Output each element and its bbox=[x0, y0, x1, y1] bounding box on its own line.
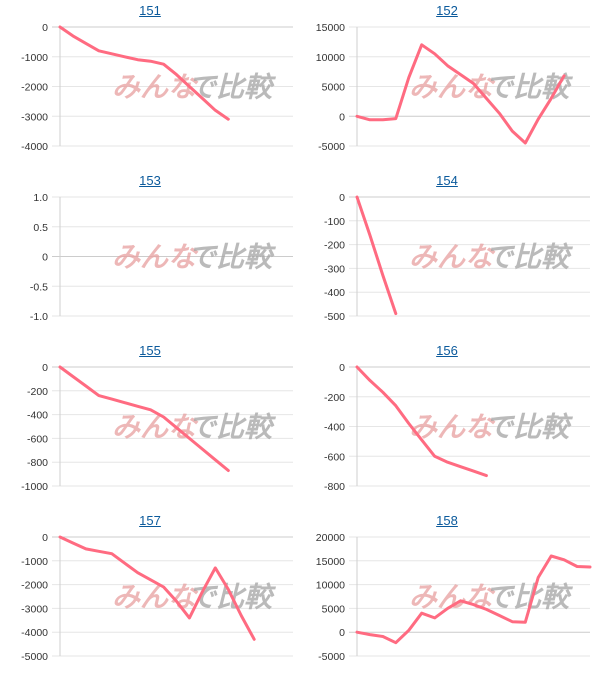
watermark-text-right: で比較 bbox=[188, 411, 277, 444]
y-tick-label: -200 bbox=[27, 386, 48, 398]
watermark-text-right: で比較 bbox=[188, 241, 277, 274]
y-tick-label: -1.0 bbox=[30, 311, 48, 323]
y-tick-label: -3000 bbox=[21, 111, 48, 123]
watermark-text-right: で比較 bbox=[485, 241, 574, 274]
y-tick-label: 0 bbox=[42, 22, 48, 34]
y-tick-label: -200 bbox=[324, 240, 345, 252]
chart-title-link[interactable]: 152 bbox=[436, 3, 458, 18]
y-tick-label: 10000 bbox=[316, 52, 345, 64]
watermark-text-left: みんな bbox=[112, 581, 199, 614]
y-tick-label: 0 bbox=[42, 252, 48, 264]
y-tick-label: -100 bbox=[324, 216, 345, 228]
y-tick-label: -400 bbox=[27, 410, 48, 422]
y-tick-label: 5000 bbox=[322, 82, 346, 94]
y-tick-label: -0.5 bbox=[30, 281, 48, 293]
chart-title-link[interactable]: 157 bbox=[139, 513, 161, 528]
y-tick-label: 0 bbox=[339, 627, 345, 639]
y-tick-label: -2000 bbox=[21, 82, 48, 94]
y-tick-label: 10000 bbox=[316, 580, 345, 592]
y-tick-label: -600 bbox=[27, 433, 48, 445]
watermark-text-left: みんな bbox=[409, 241, 496, 274]
watermark-text-left: みんな bbox=[409, 71, 496, 104]
y-tick-label: 0 bbox=[42, 532, 48, 544]
chart-panel: 15000 10000 5000 0 -5000 みんな で比較 152 bbox=[297, 0, 597, 170]
chart-title-link[interactable]: 155 bbox=[139, 343, 161, 358]
y-tick-label: 15000 bbox=[316, 556, 345, 568]
y-tick-label: -5000 bbox=[21, 651, 48, 663]
chart-title-link[interactable]: 153 bbox=[139, 173, 161, 188]
chart-panel: 0 -1000 -2000 -3000 -4000 みんな で比較 151 bbox=[0, 0, 300, 170]
watermark-text-left: みんな bbox=[112, 241, 199, 274]
y-tick-label: -200 bbox=[324, 392, 345, 404]
y-tick-label: 0 bbox=[339, 192, 345, 204]
y-tick-label: -800 bbox=[324, 481, 345, 493]
y-tick-label: 0 bbox=[42, 362, 48, 374]
chart-panel: 0 -100 -200 -300 -400 -500 みんな で比較 154 bbox=[297, 170, 597, 340]
y-tick-label: -800 bbox=[27, 457, 48, 469]
y-tick-label: -3000 bbox=[21, 603, 48, 615]
watermark-text-left: みんな bbox=[112, 411, 199, 444]
chart-panel: 20000 15000 10000 5000 0 -5000 みんな で比較 158 bbox=[297, 510, 597, 680]
series-line bbox=[355, 554, 592, 645]
y-tick-label: 1.0 bbox=[33, 192, 48, 204]
watermark-text-right: で比較 bbox=[485, 411, 574, 444]
y-tick-label: -400 bbox=[324, 287, 345, 299]
chart-panel: 0 -200 -400 -600 -800 -1000 みんな で比較 155 bbox=[0, 340, 300, 510]
y-tick-label: -1000 bbox=[21, 52, 48, 64]
y-tick-label: 0.5 bbox=[33, 222, 48, 234]
series-line bbox=[58, 535, 256, 641]
y-tick-label: -5000 bbox=[318, 141, 345, 153]
y-tick-label: -4000 bbox=[21, 141, 48, 153]
y-tick-label: 5000 bbox=[322, 603, 346, 615]
y-tick-label: -1000 bbox=[21, 556, 48, 568]
watermark-text-right: で比較 bbox=[485, 71, 574, 104]
chart-title-link[interactable]: 154 bbox=[436, 173, 458, 188]
y-tick-label: 20000 bbox=[316, 532, 345, 544]
series-line bbox=[58, 25, 230, 121]
y-tick-label: -500 bbox=[324, 311, 345, 323]
y-tick-label: -1000 bbox=[21, 481, 48, 493]
y-tick-label: -2000 bbox=[21, 580, 48, 592]
y-tick-label: 0 bbox=[339, 362, 345, 374]
y-tick-label: 15000 bbox=[316, 22, 345, 34]
watermark-text-left: みんな bbox=[409, 411, 496, 444]
chart-title-link[interactable]: 158 bbox=[436, 513, 458, 528]
chart-title-link[interactable]: 156 bbox=[436, 343, 458, 358]
y-tick-label: -600 bbox=[324, 451, 345, 463]
y-tick-label: -400 bbox=[324, 422, 345, 434]
chart-panel: 1.0 0.5 0 -0.5 -1.0 みんな で比較 153 bbox=[0, 170, 300, 340]
series-line bbox=[58, 365, 230, 472]
chart-panel: 0 -200 -400 -600 -800 みんな で比較 156 bbox=[297, 340, 597, 510]
y-tick-label: 0 bbox=[339, 111, 345, 123]
series-line bbox=[355, 195, 398, 316]
chart-panel: 0 -1000 -2000 -3000 -4000 -5000 みんな で比較 157 bbox=[0, 510, 300, 680]
series-line bbox=[355, 43, 566, 145]
y-tick-label: -300 bbox=[324, 263, 345, 275]
chart-title-link[interactable]: 151 bbox=[139, 3, 161, 18]
y-tick-label: -4000 bbox=[21, 627, 48, 639]
series-line bbox=[355, 365, 488, 478]
watermark-text-left: みんな bbox=[112, 71, 199, 104]
y-tick-label: -5000 bbox=[318, 651, 345, 663]
